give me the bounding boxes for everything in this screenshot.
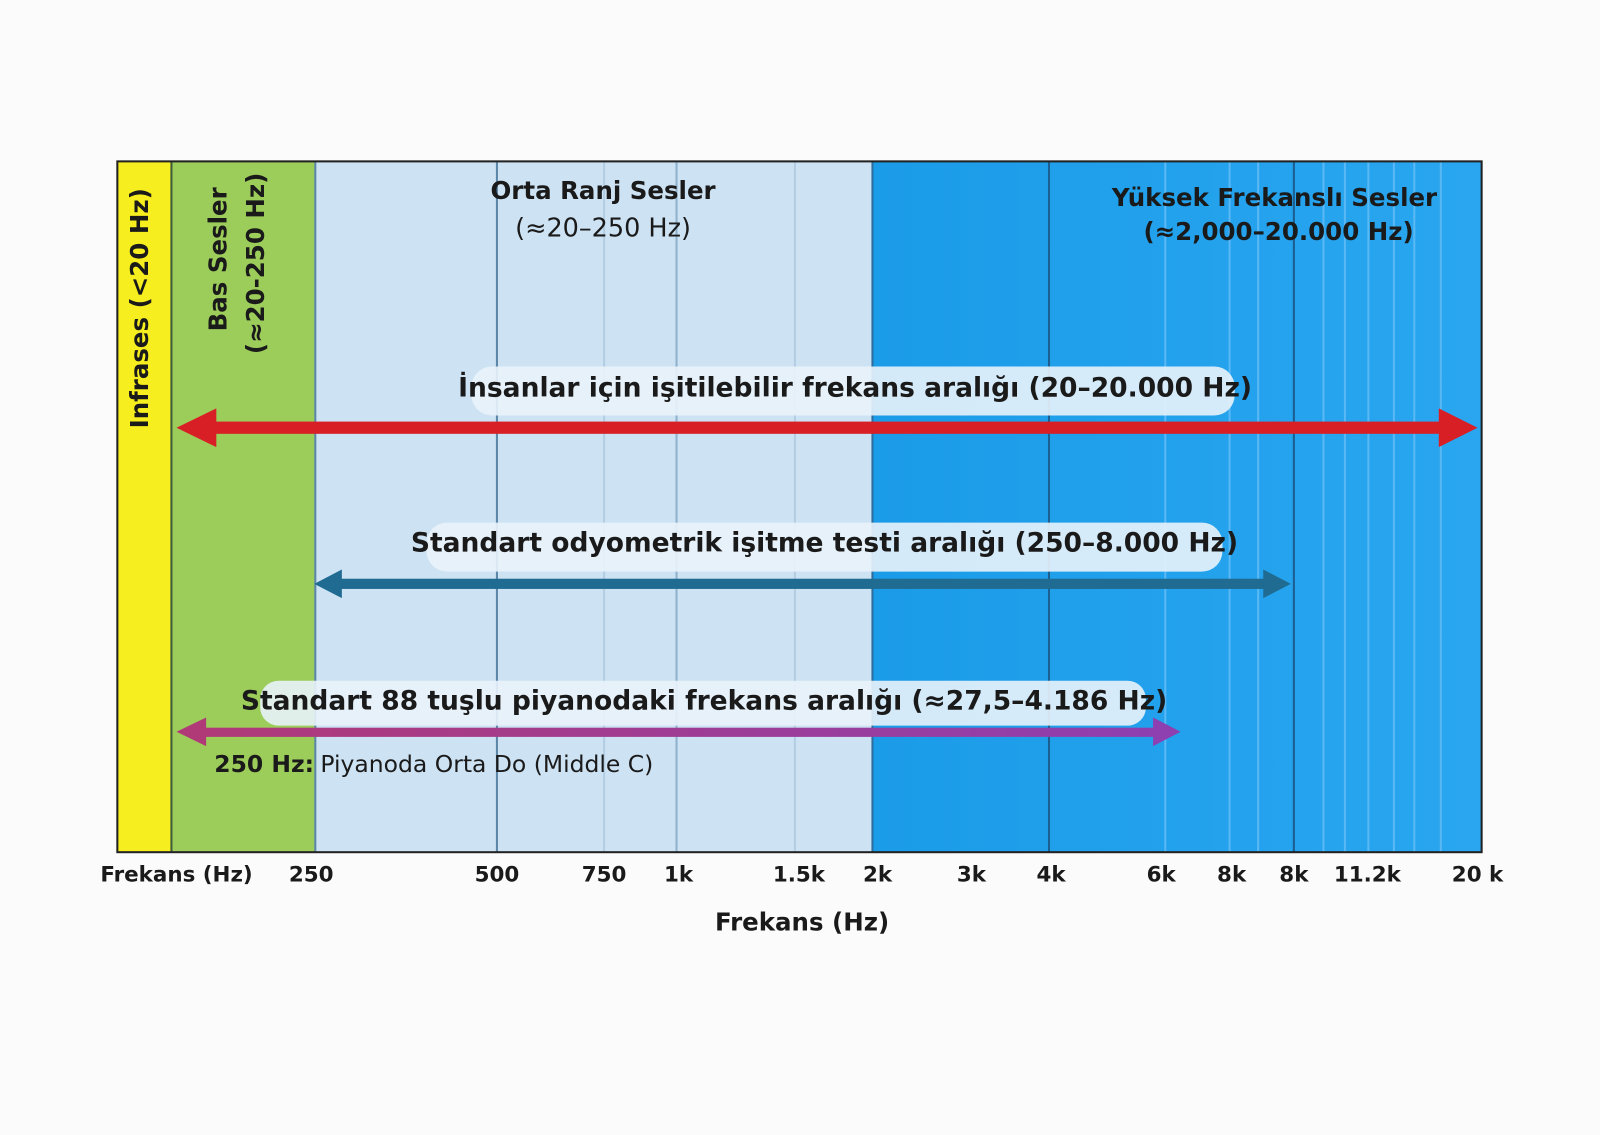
bass-title: Bas Sesler xyxy=(203,187,232,331)
tick-label: 20 k xyxy=(1452,863,1504,888)
label-bg xyxy=(426,522,1223,572)
infrasound-label: Infrases (<20 Hz) xyxy=(125,188,154,428)
mid-title: Orta Ranj Sesler xyxy=(491,176,716,205)
note-text: Piyanoda Orta Do (Middle C) xyxy=(320,750,653,778)
label-bg xyxy=(471,366,1235,416)
tick-label: 6k xyxy=(1147,863,1177,888)
axis-label: Frekans (Hz) xyxy=(100,863,252,888)
high-range: (≈2,000–20.000 Hz) xyxy=(1143,217,1413,246)
tick-label: 1k xyxy=(664,863,694,888)
tick-label: 8k xyxy=(1279,863,1309,888)
tick-label: 8k xyxy=(1217,863,1247,888)
grid-lines xyxy=(170,161,1442,853)
tick-label: 11.2k xyxy=(1334,863,1402,888)
tick-label: 250 xyxy=(289,863,334,888)
range-label: Standart odyometrik işitme testi aralığı… xyxy=(411,528,1238,559)
piano-arrow xyxy=(176,717,1181,747)
audiometry-arrow xyxy=(314,569,1291,599)
label-bg xyxy=(260,680,1146,726)
range-label: İnsanlar için işitilebilir frekans aralı… xyxy=(458,371,1252,403)
tick-label: 500 xyxy=(475,863,520,888)
infrasound-band xyxy=(117,161,172,853)
tick-label: 750 xyxy=(582,863,627,888)
tick-label: 4k xyxy=(1036,863,1066,888)
ticks: 250 500 750 1k 1.5k 2k 3k 4k 6k 8k 8k 11.2k 20 k xyxy=(289,863,1504,888)
frame xyxy=(116,160,1483,854)
high-band xyxy=(872,161,1482,853)
mid-range: (≈20–250 Hz) xyxy=(515,214,691,244)
tick-label: 2k xyxy=(863,863,893,888)
note-key: 250 Hz: xyxy=(214,750,314,778)
hearing-arrow xyxy=(176,408,1478,448)
bass-range: (≈20-250 Hz) xyxy=(241,173,270,354)
range-label: Standart 88 tuşlu piyanodaki frekans ara… xyxy=(241,686,1167,717)
tick-label: 3k xyxy=(957,863,987,888)
tick-label: 1.5k xyxy=(773,863,826,888)
axis-title: Frekans (Hz) xyxy=(715,908,889,937)
mid-band xyxy=(315,161,873,853)
high-title: Yüksek Frekanslı Sesler xyxy=(1111,183,1437,212)
